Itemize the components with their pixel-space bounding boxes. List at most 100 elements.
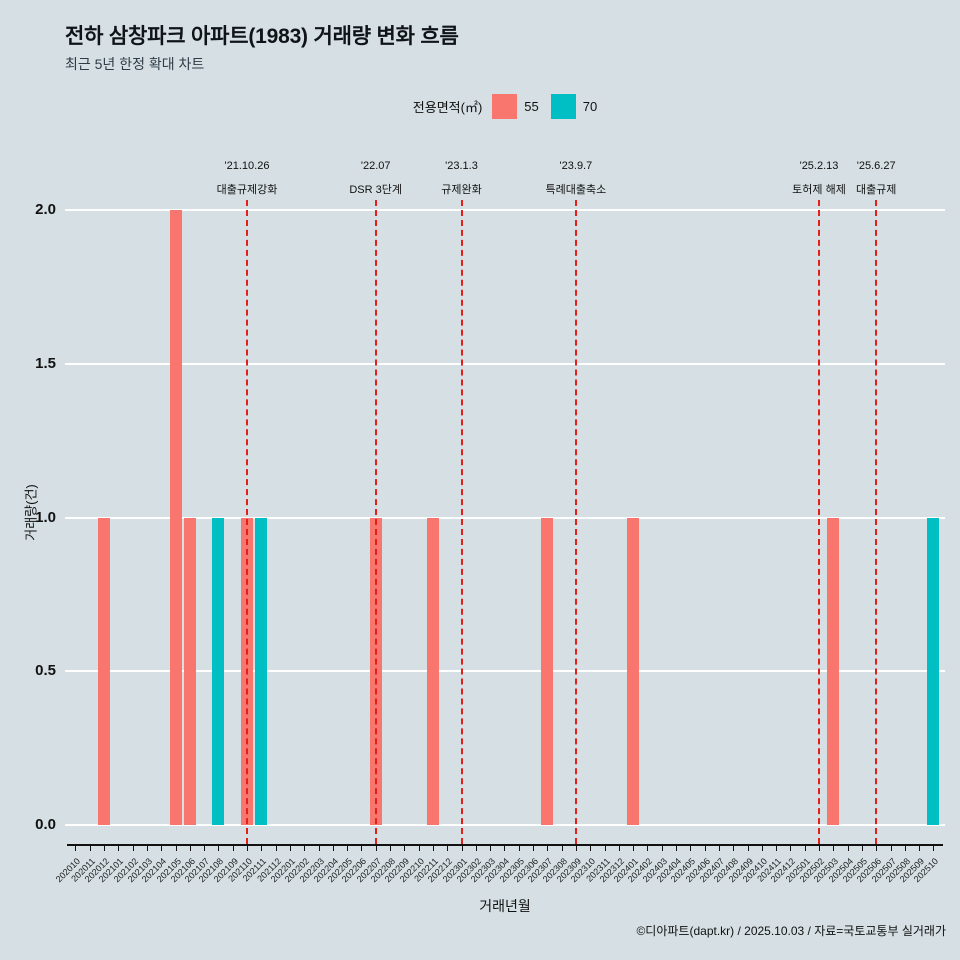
annotation-label-202207: DSR 3단계 — [349, 184, 403, 196]
event-line-202110 — [246, 200, 248, 844]
bar-70-202510 — [927, 517, 940, 825]
x-tick-mark — [118, 846, 120, 851]
x-tick-mark — [604, 846, 606, 851]
gridline-y-2.0 — [65, 209, 945, 211]
event-line-202506 — [875, 200, 878, 844]
annotation-label-202506: 대출규제 — [855, 184, 897, 196]
x-tick-mark — [919, 846, 921, 851]
x-tick-mark — [261, 846, 263, 851]
annotation-label-202301: 규제완화 — [441, 184, 482, 196]
x-tick-mark — [804, 846, 806, 851]
bar-55-202211 — [426, 517, 439, 825]
annotation-date-202309: '23.9.7 — [559, 160, 593, 172]
legend-swatch-55 — [492, 94, 518, 119]
annotation-label-202309: 특례대출축소 — [545, 184, 607, 196]
x-tick-mark — [275, 846, 277, 851]
x-tick-mark — [75, 846, 77, 851]
x-tick-mark — [833, 846, 835, 851]
x-tick-mark — [590, 846, 592, 851]
event-line-202502 — [818, 200, 820, 844]
gridline-y-1.5 — [65, 362, 945, 365]
x-tick-mark — [661, 846, 663, 851]
annotation-date-202110: '21.10.26 — [224, 160, 270, 172]
x-tick-mark — [575, 846, 577, 851]
bar-55-202105 — [169, 210, 182, 825]
x-tick-mark — [218, 846, 220, 851]
x-tick-mark — [547, 846, 549, 851]
x-tick-mark — [747, 846, 749, 851]
x-tick-mark — [618, 846, 620, 851]
x-tick-mark — [161, 846, 163, 851]
x-axis-line — [67, 844, 943, 846]
x-tick-mark — [861, 846, 863, 851]
x-tick-mark — [304, 846, 306, 851]
x-tick-mark — [890, 846, 892, 851]
annotation-date-202301: '23.1.3 — [445, 160, 478, 172]
chart-title: 전하 삼창파크 아파트(1983) 거래량 변화 흐름 — [65, 25, 459, 48]
x-tick-mark — [332, 846, 334, 851]
x-tick-mark — [518, 846, 520, 851]
x-tick-mark — [933, 846, 935, 851]
x-tick-mark — [561, 846, 563, 851]
x-tick-mark — [132, 846, 134, 851]
plot-panel — [65, 195, 945, 851]
legend-title: 전용면적(㎡) — [412, 100, 483, 115]
legend-item-70: 70 — [550, 94, 598, 119]
bar-55-202503 — [827, 517, 840, 825]
x-tick-mark — [247, 846, 248, 851]
bar-70-202111 — [255, 517, 268, 825]
x-tick-mark — [704, 846, 706, 851]
bar-70-202108 — [212, 517, 225, 825]
x-tick-mark — [361, 846, 363, 851]
x-tick-mark — [490, 846, 492, 851]
y-tick-label: 2.0 — [35, 201, 56, 218]
event-line-202207 — [374, 200, 377, 844]
x-tick-mark — [876, 846, 878, 851]
bar-55-202106 — [183, 517, 196, 825]
x-tick-mark — [189, 846, 191, 851]
x-tick-mark — [318, 846, 320, 851]
legend-swatch-70 — [550, 94, 576, 119]
x-tick-mark — [647, 846, 649, 851]
bar-55-202307 — [541, 517, 554, 825]
x-axis-title: 거래년월 — [479, 898, 531, 914]
bar-55-202401 — [627, 517, 640, 825]
x-tick-mark — [733, 846, 735, 851]
bar-55-202012 — [98, 517, 110, 825]
x-tick-mark — [718, 846, 720, 851]
x-tick-mark — [404, 846, 406, 851]
x-tick-mark — [204, 846, 206, 851]
x-tick-mark — [461, 846, 463, 851]
footer-credit: ©디아파트(dapt.kr) / 2025.10.03 / 자료=국토교통부 실… — [636, 924, 946, 938]
legend-item-label: 70 — [582, 99, 598, 114]
legend-items: 55 70 — [492, 94, 597, 119]
x-tick-mark — [375, 846, 377, 851]
event-line-202301 — [460, 200, 463, 844]
x-tick-mark — [776, 846, 778, 851]
x-tick-mark — [289, 846, 291, 851]
x-tick-mark — [418, 846, 420, 851]
annotation-label-202110: 대출규제강화 — [216, 184, 278, 196]
x-tick-mark — [104, 846, 105, 851]
x-tick-mark — [347, 846, 349, 851]
chart-subtitle: 최근 5년 한정 확대 차트 — [65, 56, 205, 72]
gridline-y-1.0 — [65, 516, 945, 519]
y-tick-label: 1.0 — [35, 508, 56, 526]
x-tick-mark — [904, 846, 906, 851]
x-tick-mark — [232, 846, 234, 851]
legend-item-label: 55 — [524, 99, 539, 114]
annotation-date-202207: '22.07 — [360, 160, 391, 172]
legend: 전용면적(㎡) 55 70 — [65, 94, 945, 119]
x-tick-mark — [761, 846, 763, 851]
y-tick-label: 1.5 — [35, 354, 56, 372]
x-tick-mark — [690, 846, 692, 851]
x-tick-mark — [533, 846, 534, 851]
x-tick-mark — [146, 846, 148, 851]
x-tick-mark — [790, 846, 792, 851]
x-tick-mark — [447, 846, 449, 851]
annotation-label-202502: 토허제 해제 — [792, 184, 846, 196]
event-line-202309 — [574, 200, 577, 844]
annotation-date-202502: '25.2.13 — [799, 160, 839, 172]
x-tick-mark — [819, 846, 820, 851]
